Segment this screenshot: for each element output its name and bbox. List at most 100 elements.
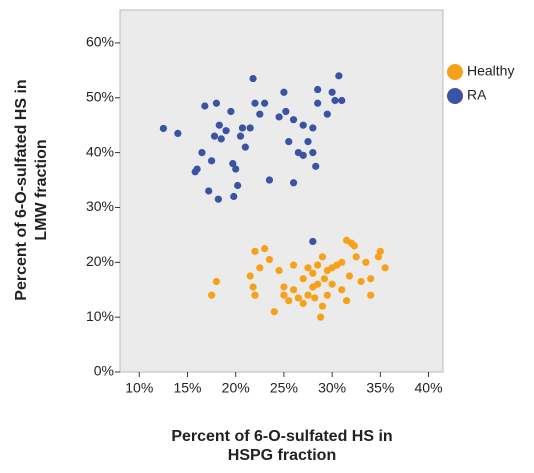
point	[299, 151, 307, 159]
point	[212, 277, 221, 286]
point	[256, 110, 264, 118]
point	[312, 162, 320, 170]
point	[299, 275, 307, 283]
x-tick-label: 15%	[173, 380, 201, 396]
point	[357, 277, 365, 286]
point	[285, 297, 293, 305]
point	[241, 143, 249, 151]
point	[174, 129, 182, 138]
point	[314, 280, 322, 288]
y-axis-label: Percent of 6-O-sulfated HS in	[13, 79, 30, 300]
point	[246, 272, 254, 280]
point	[205, 187, 213, 195]
point	[309, 124, 317, 132]
point	[299, 121, 307, 129]
point	[251, 247, 259, 255]
point	[367, 291, 375, 299]
y-tick-label: 40%	[86, 143, 114, 159]
point	[214, 195, 222, 203]
point	[249, 74, 257, 83]
point	[280, 88, 288, 96]
legend-marker	[447, 64, 463, 80]
x-axis-label: Percent of 6-O-sulfated HS in	[171, 428, 392, 445]
x-tick-label: 10%	[125, 380, 153, 396]
point	[217, 135, 225, 143]
point	[323, 110, 331, 118]
x-tick-label: 30%	[318, 380, 346, 396]
point	[376, 247, 384, 255]
point	[261, 99, 269, 107]
point	[350, 242, 358, 250]
legend-marker	[447, 88, 463, 104]
point	[328, 280, 336, 288]
point	[309, 149, 317, 157]
x-tick-label: 20%	[222, 380, 250, 396]
y-tick-label: 60%	[86, 34, 114, 50]
point	[251, 291, 259, 299]
point	[311, 294, 319, 302]
point	[265, 176, 274, 184]
point	[314, 85, 322, 94]
point	[328, 88, 336, 96]
point	[238, 124, 247, 132]
point	[381, 264, 389, 272]
x-tick-label: 25%	[270, 380, 298, 396]
point	[338, 286, 346, 294]
point	[285, 138, 293, 146]
point	[270, 308, 278, 316]
y-tick-label: 30%	[86, 198, 114, 214]
point	[198, 149, 206, 157]
legend-label: Healthy	[467, 63, 514, 79]
point	[309, 269, 317, 277]
y-tick-label: 20%	[86, 253, 114, 269]
point	[299, 299, 307, 308]
point	[280, 291, 288, 299]
point	[304, 291, 312, 299]
point	[318, 302, 327, 310]
x-axis-label: HSPG fraction	[228, 447, 336, 464]
point	[289, 286, 298, 294]
point	[249, 283, 257, 291]
point	[338, 96, 346, 105]
point	[335, 72, 343, 80]
point	[367, 275, 375, 283]
point	[309, 237, 317, 246]
point	[210, 132, 219, 140]
point	[230, 192, 238, 201]
point	[331, 96, 339, 105]
point	[314, 99, 322, 107]
point	[316, 313, 325, 321]
point	[345, 272, 354, 280]
point	[280, 283, 288, 291]
point	[207, 157, 216, 165]
point	[342, 297, 351, 305]
plot-area	[119, 9, 444, 373]
point	[234, 181, 242, 190]
point	[362, 258, 370, 266]
x-tick-label: 40%	[415, 380, 443, 396]
point	[212, 99, 221, 107]
point	[201, 102, 209, 110]
y-tick-label: 50%	[86, 88, 114, 104]
point	[246, 124, 254, 132]
point	[256, 264, 264, 272]
point	[304, 138, 312, 146]
point	[207, 291, 216, 299]
point	[193, 165, 201, 173]
point	[275, 113, 283, 121]
point	[159, 124, 167, 133]
point	[289, 116, 298, 124]
point	[222, 127, 230, 135]
point	[229, 159, 237, 168]
point	[352, 253, 360, 261]
y-axis-label: LMW fraction	[33, 139, 50, 240]
point	[227, 107, 235, 116]
point	[338, 258, 346, 266]
point	[294, 294, 302, 302]
point	[304, 264, 312, 272]
point	[314, 261, 322, 269]
point	[289, 179, 298, 187]
y-tick-label: 10%	[86, 308, 114, 324]
